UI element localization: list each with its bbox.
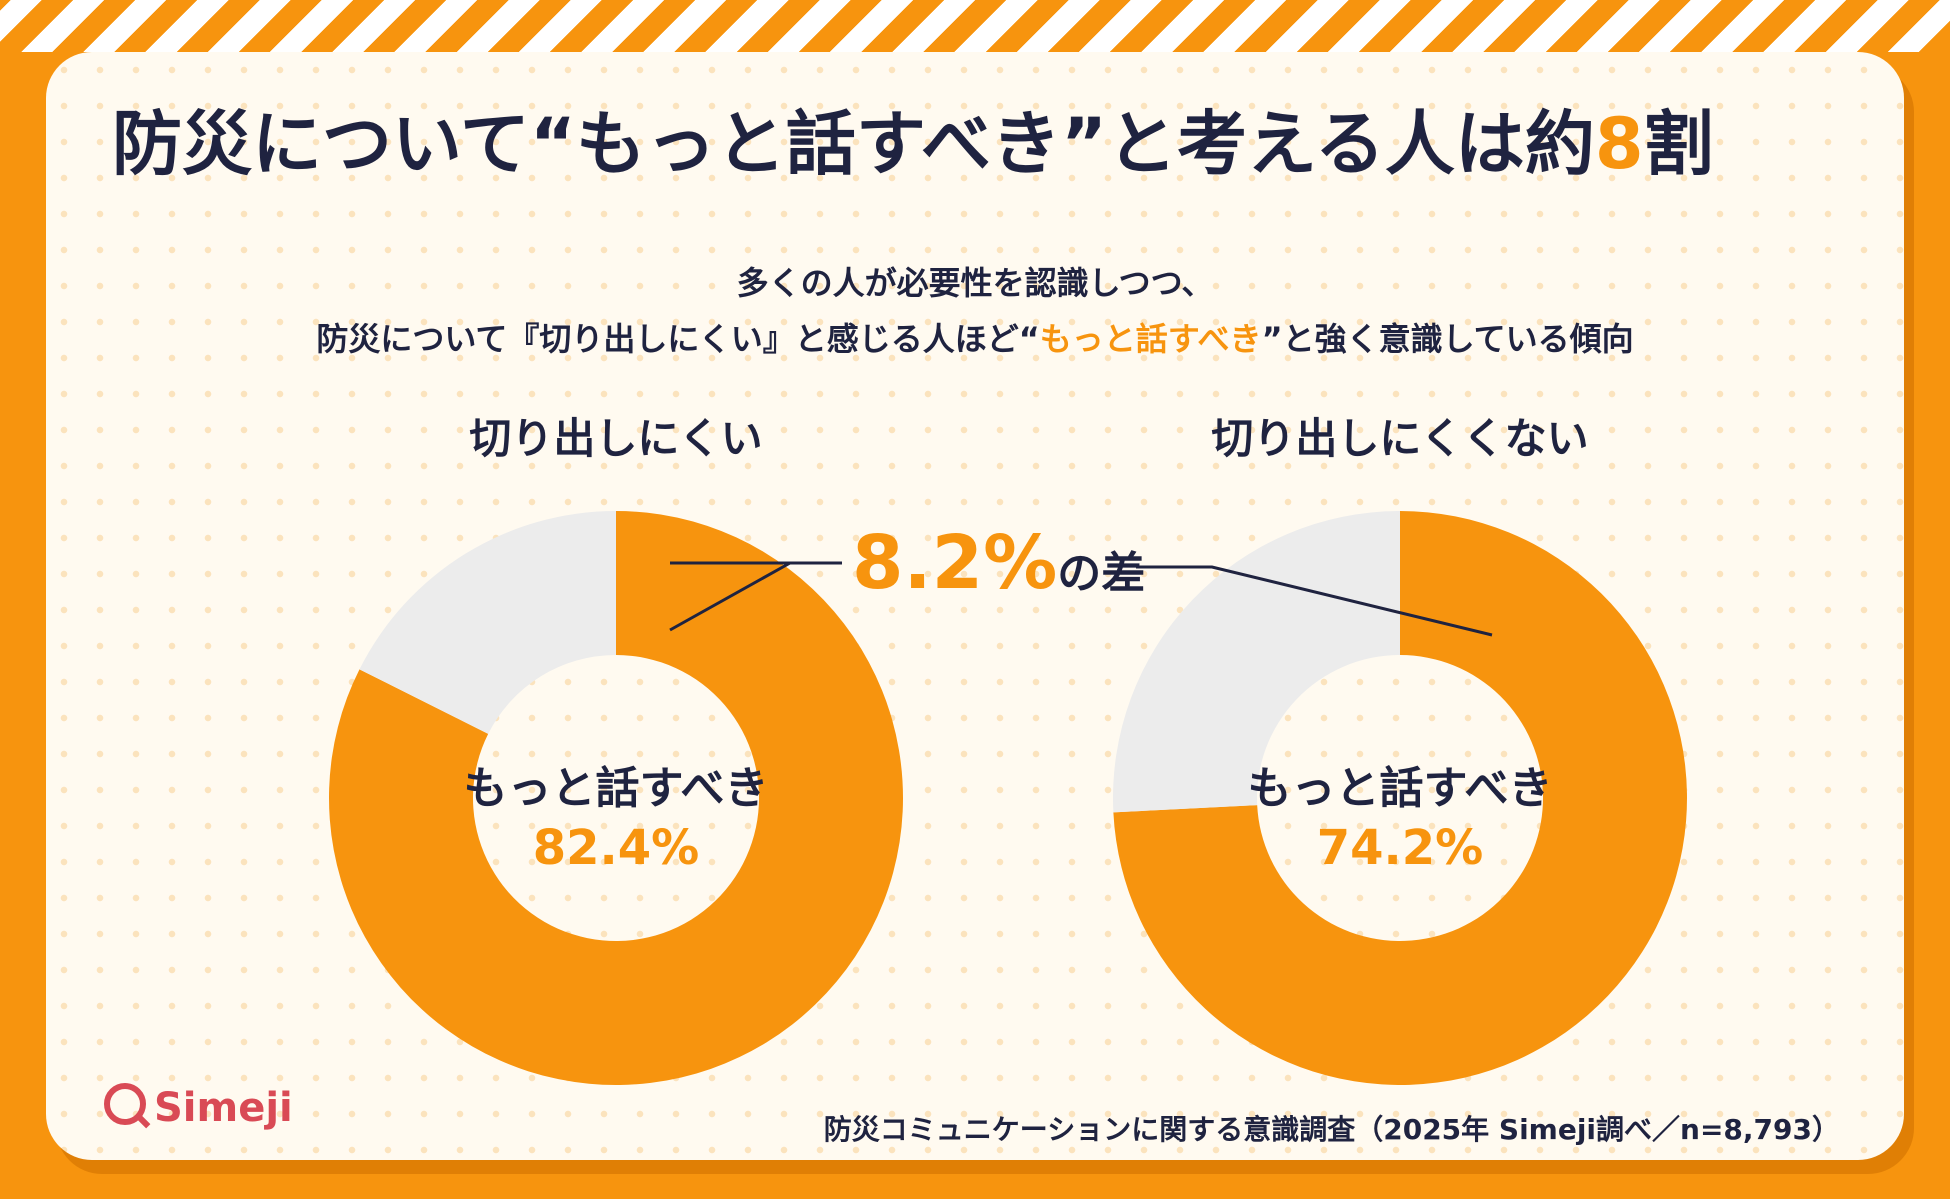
donut-slice-talk-more xyxy=(328,511,904,1086)
page-title: 防災について“もっと話すべき”と考える人は約8割 xyxy=(112,88,1714,189)
difference-leader-left xyxy=(669,561,791,632)
source-note: 防災コミュニケーションに関する意識調査（2025年 Simeji調べ／n=8,7… xyxy=(823,1113,1840,1146)
subtitle-line-2-text: 防災について『切り出しにくい』と感じる人ほど“ xyxy=(316,320,1040,358)
title-highlight: 8 xyxy=(1594,103,1644,185)
chart-2-title: 切り出しにくくない xyxy=(1211,414,1589,463)
title-text: 防災について“もっと話すべき”と考える人は約 xyxy=(112,103,1595,185)
difference-suffix: の差 xyxy=(1057,548,1146,599)
donut-chart-2 xyxy=(1113,511,1687,1085)
donut-slice-remainder xyxy=(1113,511,1400,813)
top-stripes xyxy=(0,0,1950,52)
chart-2-center-value: 74.2% xyxy=(1316,820,1484,876)
donut-slice-remainder xyxy=(359,511,616,734)
subtitle-line-1: 多くの人が必要性を認識しつつ、 xyxy=(736,264,1214,302)
subtitle-highlight: もっと話すべき xyxy=(1039,320,1262,358)
chart-2-center-label: もっと話すべき xyxy=(1247,763,1553,814)
difference-value: 8.2% xyxy=(852,520,1058,606)
chart-1-title: 切り出しにくい xyxy=(469,414,763,463)
simeji-logo: Simeji xyxy=(104,1083,293,1131)
subtitle-line-2: 防災について『切り出しにくい』と感じる人ほど“もっと話すべき”と強く意識している… xyxy=(0,314,1950,360)
search-q-icon xyxy=(104,1083,146,1125)
difference-callout: 8.2%の差 xyxy=(852,520,1145,606)
title-suffix: 割 xyxy=(1643,103,1714,185)
logo-text: Simeji xyxy=(154,1085,293,1131)
subtitle-line-2-end: ”と強く意識している傾向 xyxy=(1261,320,1634,358)
donut-slice-talk-more xyxy=(1113,511,1687,1085)
donut-chart-1 xyxy=(328,511,904,1086)
chart-1-center-label: もっと話すべき xyxy=(463,763,769,814)
chart-1-center-value: 82.4% xyxy=(532,820,700,876)
difference-connector-right xyxy=(1136,565,1493,637)
